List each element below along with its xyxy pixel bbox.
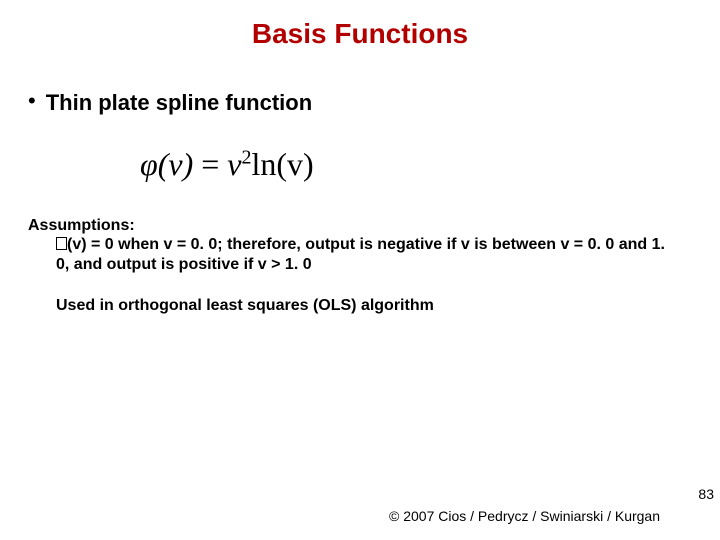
assumptions-body: (v) = 0 when v = 0. 0; therefore, output… <box>56 235 672 275</box>
formula-v: v <box>227 146 241 182</box>
assumptions-text: (v) = 0 when v = 0. 0; therefore, output… <box>56 236 665 273</box>
slide-title: Basis Functions <box>0 0 720 50</box>
assumptions-label: Assumptions: <box>28 217 672 235</box>
bullet-row: • Thin plate spline function <box>28 90 720 116</box>
bullet-block: • Thin plate spline function <box>28 90 720 116</box>
assumptions-used: Used in orthogonal least squares (OLS) a… <box>56 297 672 315</box>
assumptions-block: Assumptions: (v) = 0 when v = 0. 0; ther… <box>28 217 672 315</box>
formula-phi: φ <box>140 146 158 182</box>
formula: φ(v) = v2ln(v) <box>140 146 720 183</box>
formula-ln: ln(v) <box>251 146 313 182</box>
formula-lhs-rest: (v) <box>158 146 194 182</box>
formula-eq: = <box>193 146 227 182</box>
formula-exp: 2 <box>241 146 251 168</box>
page-number: 83 <box>698 486 714 502</box>
bullet-text: Thin plate spline function <box>46 90 312 116</box>
copyright: © 2007 Cios / Pedrycz / Swiniarski / Kur… <box>389 508 660 524</box>
missing-glyph-icon <box>56 237 67 250</box>
bullet-dot-icon: • <box>28 90 36 112</box>
